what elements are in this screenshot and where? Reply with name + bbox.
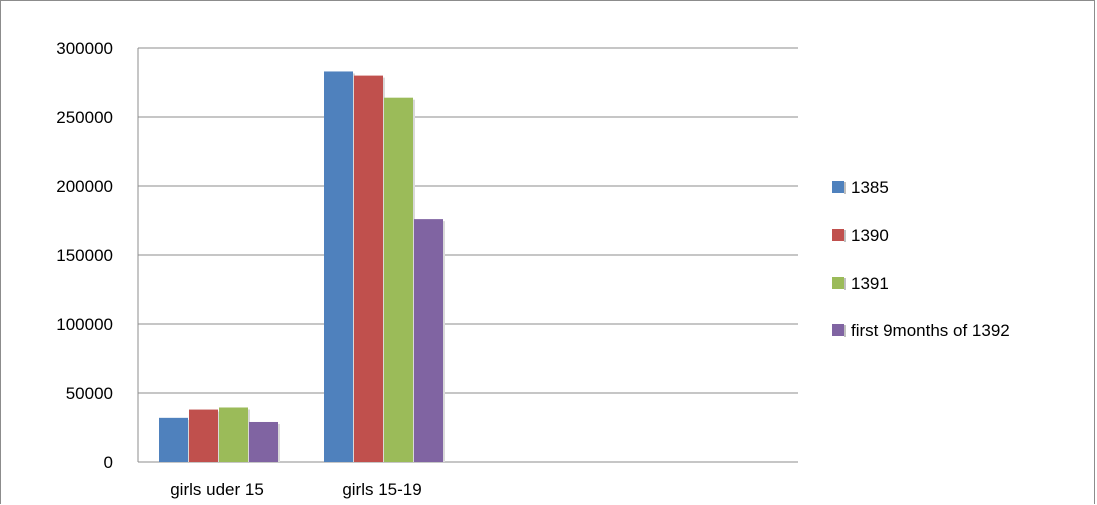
bar-first-9months-of-1392-0 bbox=[249, 421, 278, 462]
y-tick-label: 250000 bbox=[56, 108, 113, 127]
y-tick-label: 100000 bbox=[56, 315, 113, 334]
y-tick-label: 50000 bbox=[66, 384, 113, 403]
legend-item: 1391 bbox=[832, 274, 889, 293]
legend-label: first 9months of 1392 bbox=[851, 321, 1010, 340]
legend-label: 1385 bbox=[851, 178, 889, 197]
y-tick-label: 0 bbox=[104, 453, 113, 472]
x-category-label: girls uder 15 bbox=[170, 480, 264, 499]
legend-item: 1390 bbox=[832, 226, 889, 245]
bar-1390-0 bbox=[189, 409, 218, 462]
legend-swatch-shadow bbox=[844, 182, 846, 194]
legend-swatch-shadow bbox=[844, 230, 846, 242]
legend-swatch-shadow bbox=[844, 325, 846, 337]
legend-label: 1390 bbox=[851, 226, 889, 245]
legend-swatch bbox=[832, 181, 844, 193]
y-tick-label: 200000 bbox=[56, 177, 113, 196]
bar-1391-0 bbox=[219, 407, 248, 462]
legend: 1385 1390 1391 first 9months of 1392 bbox=[832, 178, 1010, 340]
legend-swatch bbox=[832, 229, 844, 241]
gridlines bbox=[138, 47, 798, 394]
x-category-label: girls 15-19 bbox=[342, 480, 421, 499]
bar-1385-1 bbox=[324, 71, 353, 463]
legend-swatch bbox=[832, 324, 844, 336]
bar-1391-1 bbox=[384, 97, 413, 463]
bar-1385-0 bbox=[159, 417, 188, 462]
bar-1390-1 bbox=[354, 75, 383, 462]
y-tick-labels: 0 50000 100000 150000 200000 250000 300000 bbox=[56, 39, 113, 472]
y-tick-label: 300000 bbox=[56, 39, 113, 58]
legend-item: first 9months of 1392 bbox=[832, 321, 1010, 340]
legend-swatch-shadow bbox=[844, 278, 846, 290]
legend-item: 1385 bbox=[832, 178, 889, 197]
legend-label: 1391 bbox=[851, 274, 889, 293]
bar-first-9months-of-1392-1 bbox=[414, 219, 443, 462]
y-tick-label: 150000 bbox=[56, 246, 113, 265]
legend-swatch bbox=[832, 277, 844, 289]
bars bbox=[159, 71, 445, 463]
x-category-labels: girls uder 15 girls 15-19 bbox=[170, 480, 421, 499]
